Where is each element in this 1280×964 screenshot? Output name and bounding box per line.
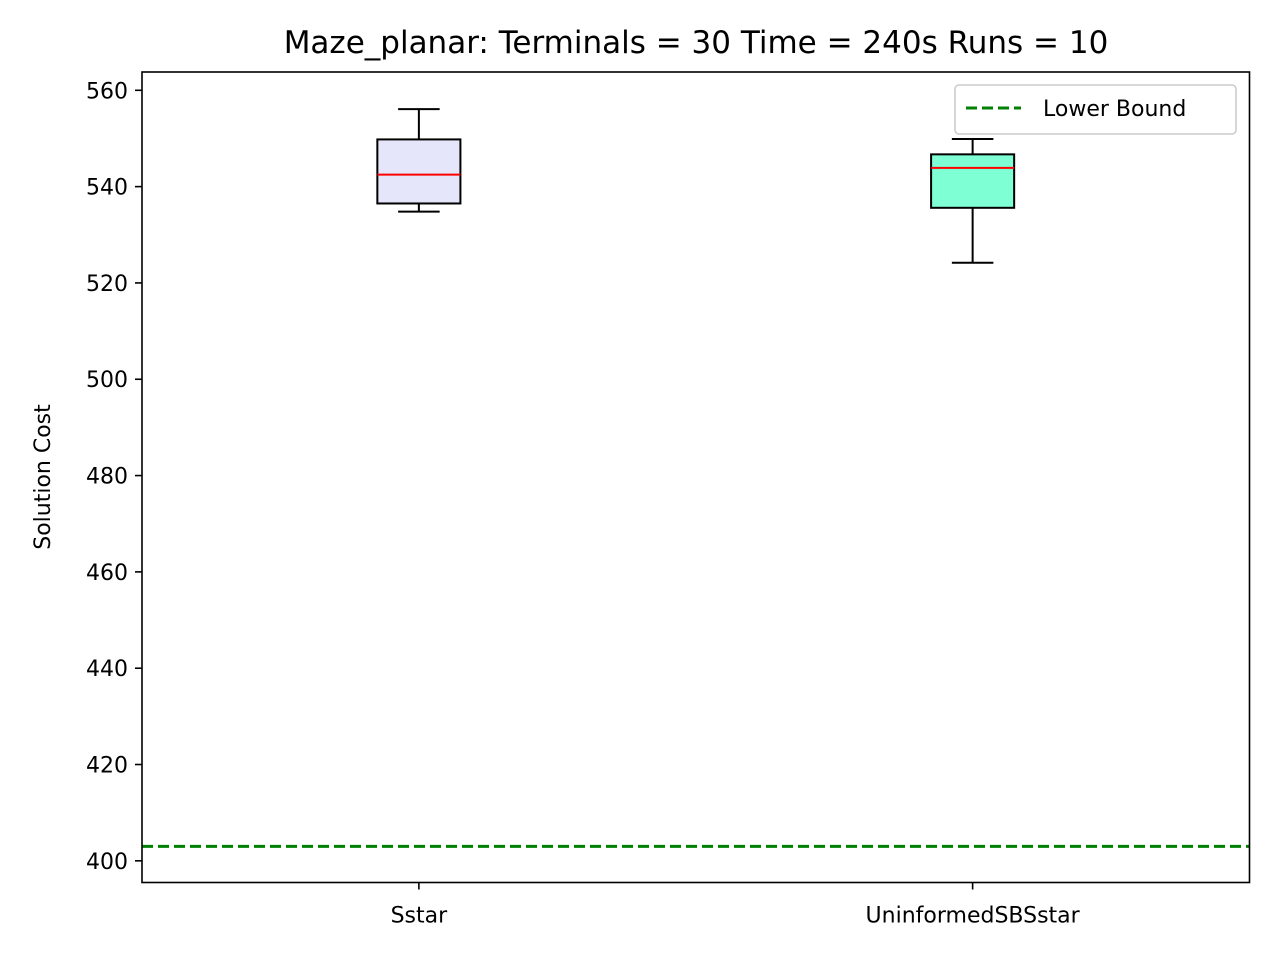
x-tick-label-sstar: Sstar [391,904,449,929]
plot-marks [142,108,1250,848]
plot-area-frame [141,71,1251,884]
box-uninformedsbsstar [930,153,1016,209]
axis-ticks: 400 420 440 460 480 500 520 540 560 Sstar Uninform… [86,79,1081,928]
legend-label-lower-bound: Lower Bound [1043,97,1186,122]
y-tick-label-500: 500 [86,368,128,393]
legend-frame [954,84,1237,135]
box-sstar [376,138,462,205]
y-tick-label-560: 560 [86,79,128,104]
x-tick-label-uninformedsbsstar: UninformedSBSstar [866,904,1081,929]
y-tick-label-400: 400 [86,850,128,875]
y-tick-label-440: 440 [86,657,128,682]
legend: Lower Bound [954,84,1237,135]
y-axis-label: Solution Cost [31,404,56,550]
y-tick-label-540: 540 [86,176,128,201]
y-tick-label-420: 420 [86,754,128,779]
y-tick-label-460: 460 [86,561,128,586]
y-tick-label-480: 480 [86,465,128,490]
chart-title: Maze_planar: Terminals = 30 Time = 240s … [284,25,1109,61]
y-tick-label-520: 520 [86,272,128,297]
